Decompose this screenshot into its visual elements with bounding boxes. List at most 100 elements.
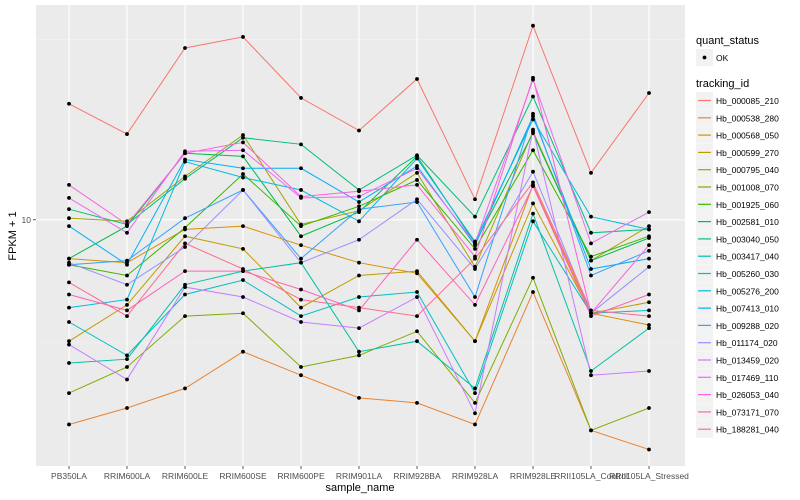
data-point-Hb_000599_270	[183, 234, 187, 239]
data-point-Hb_000599_270	[125, 303, 129, 307]
data-point-Hb_073171_070	[357, 308, 361, 313]
data-point-Hb_026053_040	[67, 182, 71, 187]
legend-label-Hb_007413_010: Hb_007413_010	[716, 304, 779, 314]
legend-label-Hb_000538_280: Hb_000538_280	[716, 113, 779, 123]
data-point-Hb_188281_040	[357, 305, 361, 310]
legend: quant_status OK tracking_id Hb_000085_21…	[696, 35, 779, 438]
data-point-Hb_001925_060	[531, 148, 535, 153]
data-point-Hb_003417_040	[415, 339, 419, 344]
data-point-Hb_013459_020	[299, 320, 303, 324]
legend-label-Hb_188281_040: Hb_188281_040	[716, 425, 779, 435]
legend-label-Hb_026053_040: Hb_026053_040	[716, 390, 779, 400]
data-point-Hb_188281_040	[531, 180, 535, 185]
data-point-Hb_007413_010	[125, 262, 129, 267]
legend-label-Hb_013459_020: Hb_013459_020	[716, 356, 779, 366]
x-tick-label: RRIM928LA	[452, 471, 499, 481]
data-point-Hb_007413_010	[299, 166, 303, 171]
legend-label-Hb_005276_200: Hb_005276_200	[716, 286, 779, 296]
y-axis-title: FPKM + 1	[7, 211, 19, 260]
data-point-Hb_009288_020	[647, 248, 651, 253]
data-point-Hb_001925_060	[183, 225, 187, 230]
legend-label-Hb_000599_270: Hb_000599_270	[716, 148, 779, 158]
data-point-Hb_000085_210	[357, 128, 361, 133]
data-point-Hb_073171_070	[589, 314, 593, 318]
data-point-Hb_026053_040	[183, 151, 187, 156]
data-point-Hb_000538_280	[299, 373, 303, 378]
legend-label-Hb_000568_050: Hb_000568_050	[716, 131, 779, 141]
data-point-Hb_000568_050	[299, 243, 303, 248]
y-tick-label: 10	[22, 215, 32, 225]
x-tick-label: RRII105LA_Stressed	[609, 471, 689, 481]
data-point-Hb_001008_070	[357, 353, 361, 358]
data-point-Hb_005260_030	[125, 353, 129, 358]
data-point-Hb_009288_020	[415, 200, 419, 204]
data-point-Hb_005260_030	[357, 295, 361, 299]
data-point-Hb_026053_040	[299, 194, 303, 199]
data-point-Hb_001008_070	[589, 428, 593, 433]
data-point-Hb_000795_040	[241, 133, 245, 137]
x-tick-label: PB350LA	[51, 471, 87, 481]
data-point-Hb_188281_040	[67, 280, 71, 285]
x-tick-label: RRIM600LA	[104, 471, 151, 481]
data-point-Hb_007413_010	[589, 267, 593, 271]
data-point-Hb_009288_020	[357, 207, 361, 212]
data-point-Hb_188281_040	[473, 256, 477, 261]
legend-label-Hb_003417_040: Hb_003417_040	[716, 252, 779, 262]
data-point-Hb_001925_060	[299, 224, 303, 229]
data-point-Hb_003040_050	[531, 94, 535, 99]
data-point-Hb_007413_010	[647, 256, 651, 261]
data-point-Hb_000538_280	[67, 422, 71, 427]
data-point-Hb_009288_020	[531, 111, 535, 116]
data-point-Hb_188281_040	[589, 308, 593, 313]
data-point-Hb_188281_040	[647, 314, 651, 318]
data-point-Hb_001925_060	[241, 172, 245, 176]
data-point-Hb_007413_010	[67, 224, 71, 229]
data-point-Hb_005260_030	[299, 314, 303, 318]
data-point-Hb_002581_010	[67, 256, 71, 261]
data-point-Hb_001008_070	[241, 311, 245, 316]
data-point-Hb_000085_210	[125, 132, 129, 136]
x-tick-label: RRIM928BA	[393, 471, 441, 481]
data-point-Hb_011174_020	[531, 169, 535, 174]
legend-title-quant-status: quant_status	[696, 35, 759, 47]
data-point-Hb_001925_060	[415, 178, 419, 182]
y-axis: 10	[22, 215, 36, 225]
data-point-Hb_003417_040	[473, 386, 477, 391]
data-point-Hb_188281_040	[125, 314, 129, 318]
data-point-Hb_000085_210	[67, 101, 71, 106]
data-point-Hb_009288_020	[125, 258, 129, 263]
data-point-Hb_000538_280	[183, 386, 187, 391]
data-point-Hb_000085_210	[473, 197, 477, 202]
data-point-Hb_009288_020	[183, 216, 187, 221]
data-point-Hb_005260_030	[473, 391, 477, 395]
data-point-Hb_073171_070	[67, 292, 71, 297]
data-point-Hb_026053_040	[241, 140, 245, 145]
legend-label-ok: OK	[716, 53, 729, 63]
data-point-Hb_002581_010	[357, 210, 361, 215]
data-point-Hb_003040_050	[67, 207, 71, 212]
data-point-Hb_188281_040	[241, 267, 245, 271]
x-axis-title: sample_name	[325, 482, 394, 494]
data-point-Hb_017469_110	[415, 166, 419, 171]
data-point-Hb_017469_110	[241, 148, 245, 153]
data-point-Hb_000599_270	[415, 269, 419, 274]
data-point-Hb_013459_020	[531, 127, 535, 132]
data-point-Hb_003040_050	[183, 176, 187, 181]
data-point-Hb_026053_040	[357, 189, 361, 194]
data-point-Hb_001925_060	[125, 273, 129, 278]
data-point-Hb_000599_270	[241, 246, 245, 251]
data-point-Hb_073171_070	[531, 184, 535, 189]
data-point-Hb_073171_070	[125, 308, 129, 313]
data-point-Hb_000538_280	[241, 349, 245, 354]
data-point-Hb_000795_040	[125, 219, 129, 224]
legend-label-Hb_009288_020: Hb_009288_020	[716, 321, 779, 331]
data-point-Hb_011174_020	[647, 264, 651, 269]
data-point-Hb_026053_040	[589, 311, 593, 316]
data-point-Hb_017469_110	[67, 196, 71, 200]
data-point-Hb_000085_210	[589, 170, 593, 175]
data-point-Hb_013459_020	[67, 342, 71, 347]
data-point-Hb_003417_040	[357, 349, 361, 354]
legend-label-Hb_002581_010: Hb_002581_010	[716, 217, 779, 227]
data-point-Hb_003417_040	[647, 326, 651, 331]
data-point-Hb_073171_070	[473, 303, 477, 307]
